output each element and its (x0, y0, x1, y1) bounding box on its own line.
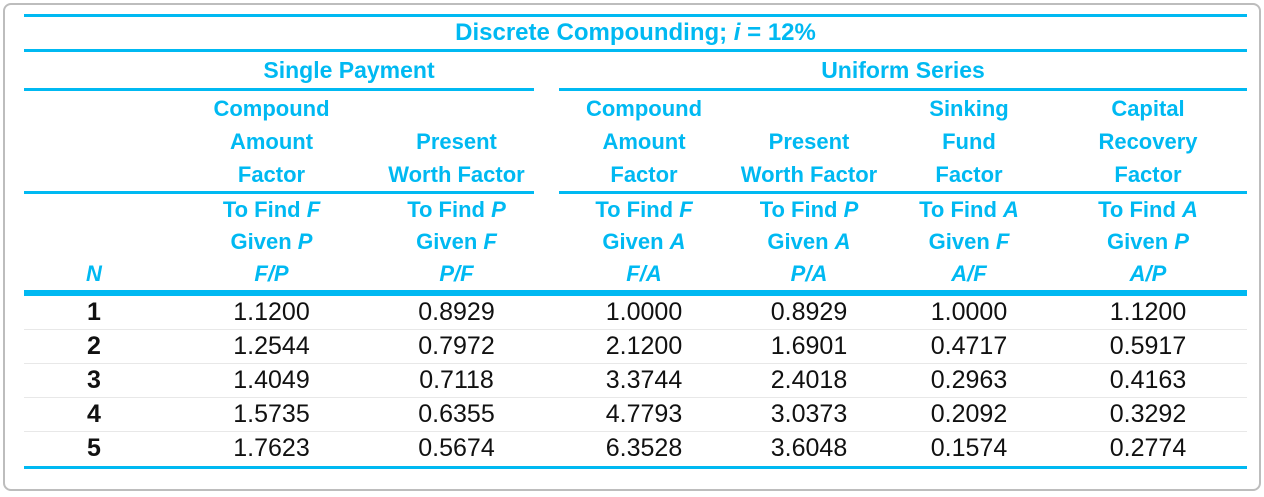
table-title: Discrete Compounding; i = 12% (24, 17, 1247, 49)
group-gap (534, 330, 559, 363)
table-row: 2 1.2544 0.7972 2.1200 1.6901 0.4717 0.5… (24, 330, 1247, 364)
group-gap (534, 432, 559, 466)
title-bottom-rule (24, 49, 1247, 52)
ap-cell: 1.1200 (1109, 298, 1187, 326)
pf-cell: 0.8929 (418, 298, 495, 326)
column-header-pf: Present Worth Factor (388, 129, 525, 187)
column-header-fa: Compound Amount Factor (585, 96, 703, 187)
table-row: 5 1.7623 0.5674 6.3528 3.6048 0.1574 0.2… (24, 432, 1247, 466)
pf-cell: 0.5674 (418, 434, 495, 462)
n-header-spacer (24, 92, 164, 191)
fa-cell: 1.0000 (605, 298, 683, 326)
fp-cell: 1.4049 (233, 366, 310, 394)
n-label: N (86, 261, 102, 286)
uniform-series-columns-rule (559, 191, 1247, 194)
symbol-pa: P/A (790, 261, 828, 286)
symbol-fa: F/A (626, 261, 662, 286)
column-header-af: Sinking Fund Factor (929, 96, 1009, 187)
table-row: 3 1.4049 0.7118 3.3744 2.4018 0.2963 0.4… (24, 364, 1247, 398)
symbol-ap: A/P (1129, 261, 1167, 286)
uniform-series-rule (559, 88, 1247, 91)
group-header-row: Single Payment Uniform Series (24, 52, 1247, 88)
pf-cell: 0.7118 (419, 366, 494, 394)
ap-cell: 0.2774 (1109, 434, 1187, 462)
ap-cell: 0.4163 (1109, 366, 1187, 394)
column-header-row: Compound Amount Factor Present Worth Fac… (24, 91, 1247, 191)
symbol-af: A/F (951, 261, 987, 286)
fa-cell: 6.3528 (605, 434, 683, 462)
pa-cell: 0.8929 (770, 298, 848, 326)
pf-cell: 0.6355 (418, 400, 495, 428)
n-cell: 4 (87, 400, 101, 428)
title-text: Discrete Compounding; (455, 19, 734, 46)
n-cell: 5 (87, 434, 101, 462)
group-header-uniform-series: Uniform Series (821, 57, 985, 83)
column-header-ap: Capital Recovery Factor (1098, 96, 1198, 187)
find-given-af: To Find A Given F A/F (889, 194, 1049, 290)
symbol-pf: P/F (439, 261, 474, 286)
top-rule (24, 14, 1247, 17)
table-row: 1 1.1200 0.8929 1.0000 0.8929 1.0000 1.1… (24, 296, 1247, 330)
column-header-pa: Present Worth Factor (740, 129, 878, 187)
pa-cell: 2.4018 (770, 366, 848, 394)
title-interest-variable: i (733, 19, 741, 46)
group-gap (534, 398, 559, 431)
n-column-header: N (24, 194, 164, 290)
single-payment-columns-rule (24, 191, 534, 194)
find-given-fa: To Find F Given A F/A (559, 194, 729, 290)
column-header-fp: Compound Amount Factor (213, 96, 330, 187)
factor-table: Discrete Compounding; i = 12% Single Pay… (5, 5, 1259, 469)
pa-cell: 3.6048 (770, 434, 848, 462)
ap-cell: 0.5917 (1109, 332, 1187, 360)
table-row: 4 1.5735 0.6355 4.7793 3.0373 0.2092 0.3… (24, 398, 1247, 432)
n-cell: 3 (87, 366, 101, 394)
af-cell: 0.2092 (930, 400, 1008, 428)
pf-cell: 0.7972 (418, 332, 495, 360)
group-gap (534, 296, 559, 329)
ap-cell: 0.3292 (1109, 400, 1187, 428)
column-header-rules (24, 191, 1247, 194)
fp-cell: 1.7623 (233, 434, 310, 462)
group-gap (534, 194, 559, 290)
group-header-rules (24, 88, 1247, 91)
find-given-pf: To Find P Given F P/F (379, 194, 534, 290)
af-cell: 0.1574 (930, 434, 1008, 462)
group-gap (534, 92, 559, 191)
header-body-separator-rule (24, 290, 1247, 296)
single-payment-rule (24, 88, 534, 91)
fp-cell: 1.1200 (233, 298, 310, 326)
factor-table-frame: Discrete Compounding; i = 12% Single Pay… (3, 3, 1261, 491)
fp-cell: 1.5735 (233, 400, 310, 428)
find-given-row: N To Find F Given P F/P To Find P Given … (24, 194, 1247, 290)
fp-cell: 1.2544 (233, 332, 310, 360)
pa-cell: 3.0373 (770, 400, 848, 428)
group-gap (534, 364, 559, 397)
fa-cell: 4.7793 (605, 400, 683, 428)
find-given-fp: To Find F Given P F/P (164, 194, 379, 290)
af-cell: 0.2963 (930, 366, 1008, 394)
n-cell: 2 (87, 332, 101, 360)
symbol-fp: F/P (254, 261, 289, 286)
pa-cell: 1.6901 (770, 332, 848, 360)
af-cell: 1.0000 (930, 298, 1008, 326)
fa-cell: 2.1200 (605, 332, 683, 360)
group-header-single-payment: Single Payment (263, 57, 435, 83)
fa-cell: 3.3744 (605, 366, 683, 394)
n-cell: 1 (87, 298, 101, 326)
bottom-rule (24, 466, 1247, 469)
find-given-ap: To Find A Given P A/P (1049, 194, 1247, 290)
find-given-pa: To Find P Given A P/A (729, 194, 889, 290)
af-cell: 0.4717 (930, 332, 1008, 360)
title-rate: = 12% (740, 19, 816, 46)
